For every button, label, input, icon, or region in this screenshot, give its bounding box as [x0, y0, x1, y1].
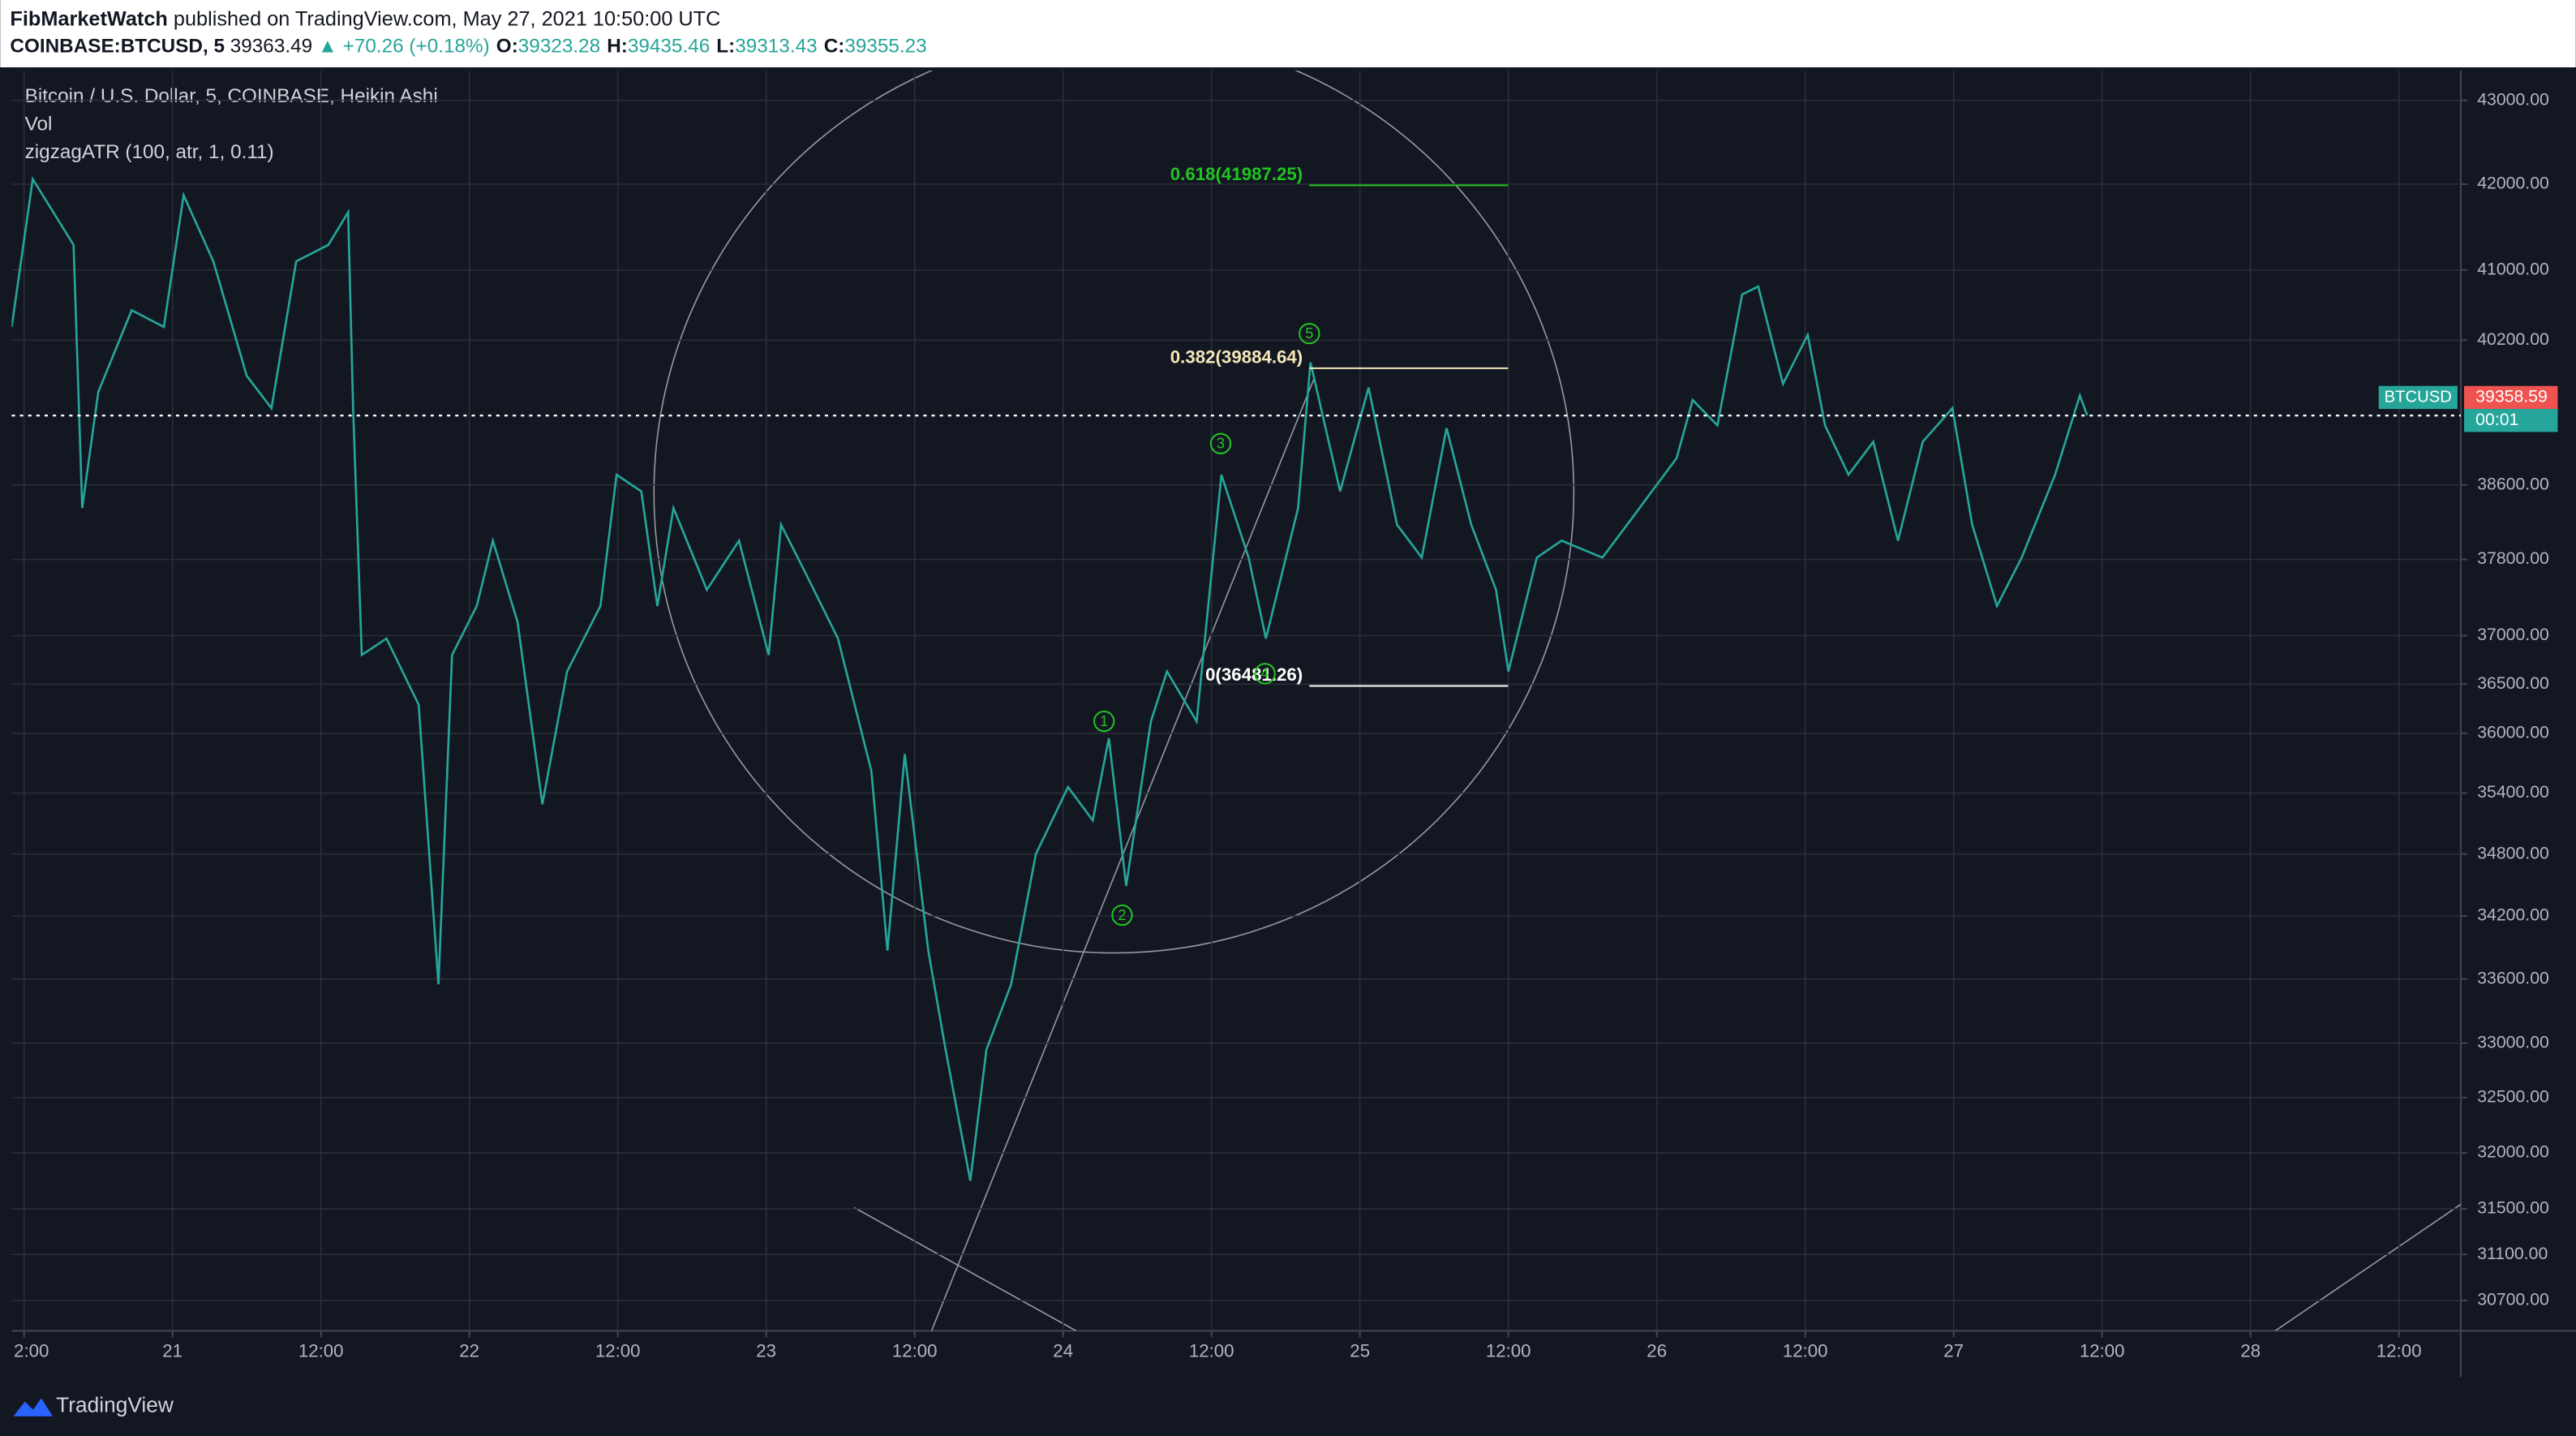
- x-tick-label: 2:00: [14, 1341, 49, 1361]
- fib-label: 0.618(41987.25): [1170, 164, 1303, 184]
- y-tick-label: 43000.00: [2477, 89, 2549, 109]
- x-tick-label: 27: [1943, 1341, 1964, 1361]
- timer-tag: [2464, 409, 2558, 432]
- wave-marker: [1093, 710, 1115, 733]
- chart-area: [0, 67, 2576, 1436]
- wave-marker: [1299, 322, 1320, 345]
- published: published on TradingView.com, May 27, 20…: [174, 7, 721, 30]
- y-tick-label: 32000.00: [2477, 1142, 2549, 1162]
- x-tick-label: 12:00: [2376, 1341, 2422, 1361]
- footer: TradingView: [56, 1393, 174, 1417]
- symbol-tag: [2378, 385, 2458, 410]
- header-line: FibMarketWatch published on TradingView.…: [10, 7, 720, 30]
- ohlc-value: 39355.23: [844, 36, 926, 58]
- y-tick-label: 38600.00: [2477, 474, 2549, 493]
- timer-label: 00:01: [2475, 410, 2518, 429]
- x-tick-label: 24: [1053, 1341, 1073, 1361]
- y-tick-label: 31500.00: [2477, 1198, 2549, 1218]
- indicator: zigzagATR (100, atr, 1, 0.11): [25, 141, 274, 163]
- x-tick-label: 25: [1350, 1341, 1370, 1361]
- series-title: Bitcoin / U.S. Dollar, 5, COINBASE, Heik…: [25, 85, 438, 107]
- y-tick-label: 30700.00: [2477, 1290, 2549, 1309]
- x-tick-label: 12:00: [298, 1341, 344, 1361]
- fib-circle: [653, 71, 1575, 954]
- indicator: Vol: [25, 113, 53, 135]
- y-tick-label: 42000.00: [2477, 174, 2549, 193]
- y-tick-label: 41000.00: [2477, 259, 2549, 278]
- wave-label: 1: [1100, 713, 1108, 729]
- symbol: COINBASE:BTCUSD, 5: [10, 36, 225, 58]
- x-tick-label: 12:00: [595, 1341, 641, 1361]
- x-tick-label: 12:00: [892, 1341, 938, 1361]
- logo: [13, 1398, 54, 1417]
- ohlc-value: 39435.46: [628, 36, 710, 58]
- trend-line: [853, 1206, 1077, 1331]
- wave-marker: [1254, 663, 1276, 685]
- ohlc-value: 39323.28: [518, 36, 600, 58]
- ohlc-value: 39313.43: [735, 36, 817, 58]
- x-tick-label: 12:00: [1486, 1341, 1531, 1361]
- y-tick-label: 32500.00: [2477, 1086, 2549, 1106]
- fib-label: 0(36481.26): [1205, 664, 1303, 685]
- x-tick-label: 28: [2240, 1341, 2260, 1361]
- wave-label: 3: [1217, 436, 1225, 452]
- y-tick-label: 37800.00: [2477, 548, 2549, 568]
- price-tag-label: 39358.59: [2475, 387, 2548, 406]
- fib-label: 0.382(39884.64): [1170, 347, 1303, 368]
- y-tick-label: 34200.00: [2477, 905, 2549, 925]
- wave-label: 2: [1118, 907, 1126, 923]
- x-tick-label: 26: [1646, 1341, 1667, 1361]
- y-tick-label: 35400.00: [2477, 782, 2549, 802]
- y-tick-label: 34800.00: [2477, 843, 2549, 862]
- x-tick-label: 21: [162, 1341, 182, 1361]
- y-tick-label: 36000.00: [2477, 722, 2549, 742]
- change: ▲ +70.26 (+0.18%): [318, 36, 490, 58]
- wave-marker: [1111, 904, 1133, 927]
- x-tick-label: 12:00: [1189, 1341, 1234, 1361]
- symbol-line: COINBASE:BTCUSD, 5 39363.49 ▲ +70.26 (+0…: [10, 36, 926, 58]
- x-tick-label: 22: [459, 1341, 479, 1361]
- ohlc-key: H:: [607, 36, 628, 58]
- y-tick-label: 40200.00: [2477, 329, 2549, 349]
- wave-label: 5: [1305, 325, 1313, 342]
- x-tick-label: 12:00: [1783, 1341, 1828, 1361]
- header-bar: [0, 0, 2576, 68]
- author: FibMarketWatch: [10, 7, 167, 30]
- price-tag: [2464, 385, 2558, 410]
- y-tick-label: 37000.00: [2477, 625, 2549, 644]
- x-tick-label: 12:00: [2080, 1341, 2125, 1361]
- y-tick-label: 31100.00: [2477, 1244, 2548, 1263]
- y-tick-label: 33600.00: [2477, 968, 2549, 987]
- y-tick-label: 36500.00: [2477, 673, 2549, 693]
- price-line: [11, 175, 2089, 1181]
- ohlc-key: C:: [824, 36, 845, 58]
- x-tick-label: 23: [756, 1341, 776, 1361]
- ohlc-key: L:: [716, 36, 735, 58]
- y-tick-label: 33000.00: [2477, 1032, 2549, 1051]
- wave-marker: [1209, 432, 1232, 454]
- trend-line: [2274, 1203, 2461, 1331]
- ohlc-key: O:: [496, 36, 518, 58]
- last: 39363.49: [230, 36, 312, 58]
- symbol-tag-label: BTCUSD: [2385, 388, 2452, 406]
- wave-label: 4: [1261, 665, 1269, 681]
- grid: [11, 71, 2461, 1331]
